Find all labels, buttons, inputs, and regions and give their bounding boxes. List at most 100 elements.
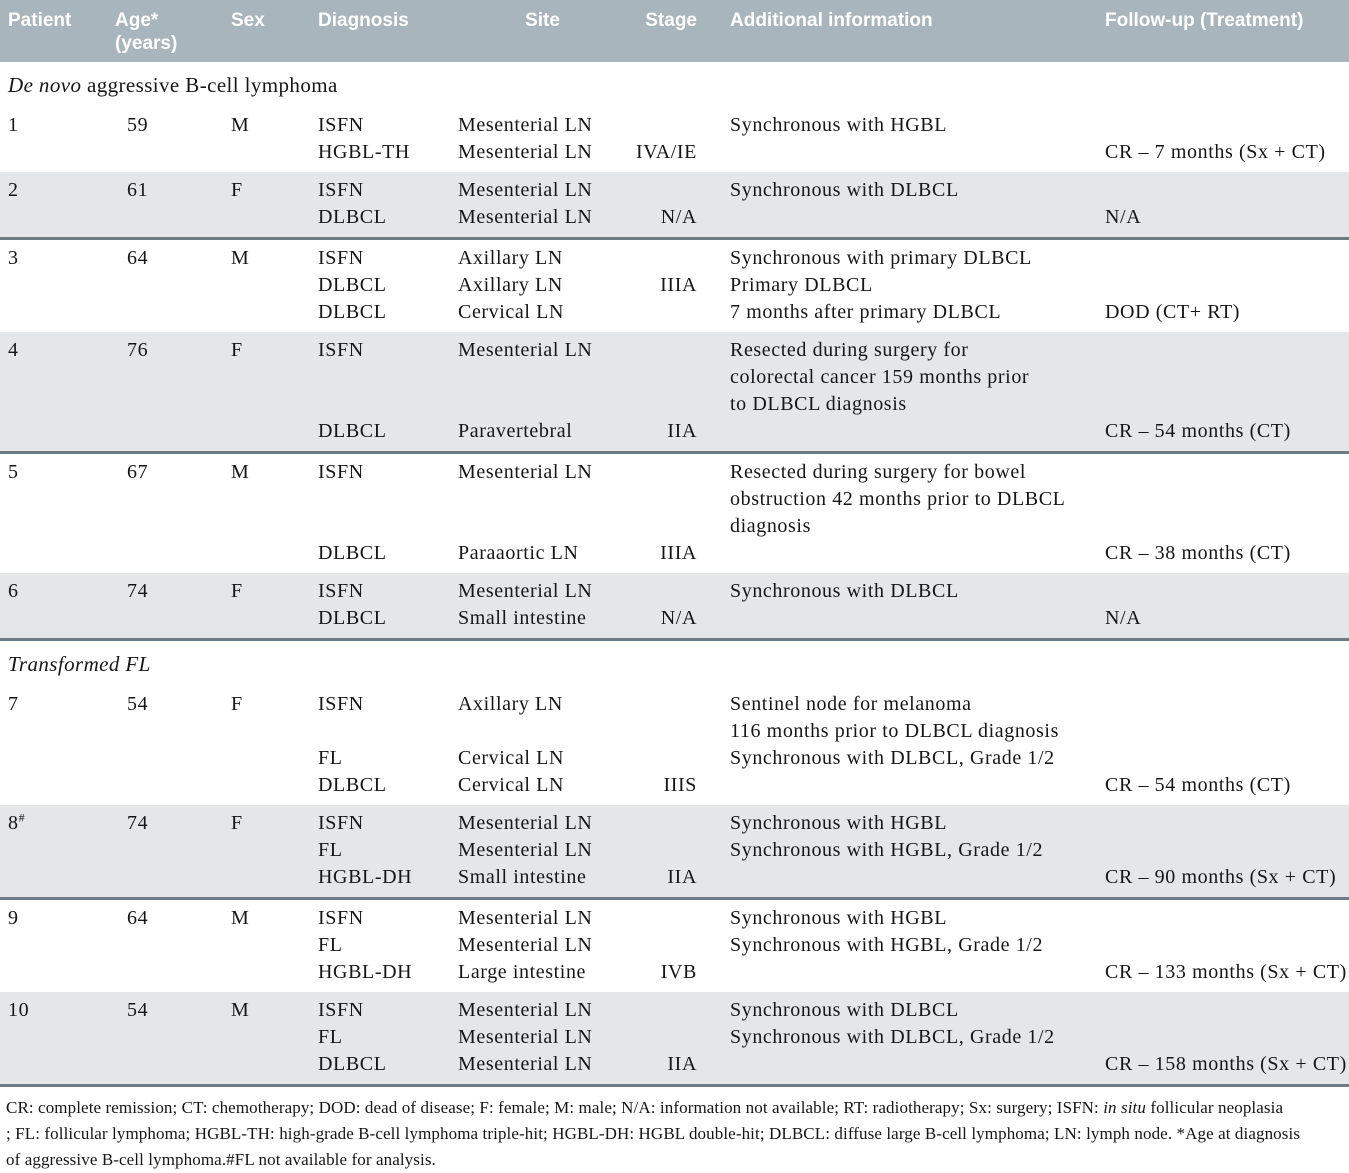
stage-cell: N/A: [630, 578, 700, 632]
patient-number: 6: [8, 578, 112, 605]
table-header-row: Patient Age* (years) Sex Diagnosis Site Stage A…: [0, 0, 1349, 62]
sex-value: F: [231, 812, 243, 834]
diagnosis-value: FL: [318, 747, 343, 769]
info-value: Synchronous with DLBCL, Grade 1/2: [730, 1026, 1055, 1048]
site-value: Mesenterial LN: [458, 461, 593, 483]
diagnosis-value: ISFN: [318, 812, 364, 834]
footnote-segment: follicular neoplasia: [1145, 1098, 1284, 1117]
column-header-sublabel: (years): [115, 33, 178, 54]
patient-number: 3: [8, 245, 112, 272]
info-cell: Synchronous with HGBL: [700, 112, 985, 166]
followup-value: CR – 54 months (CT): [1105, 774, 1291, 796]
followup-value: [1105, 997, 1349, 1024]
patient-number-cell: 3: [0, 245, 112, 326]
column-header-site: Site: [455, 9, 630, 32]
patient-row: 9 64 M ISFN FL HGBL-DH Mesenterial LN Mesenteri…: [0, 900, 1349, 992]
column-header-label: Stage: [645, 10, 697, 31]
diagnosis-value: ISFN: [318, 114, 364, 136]
diagnosis-value: DLBCL: [318, 274, 387, 296]
followup-value: [1105, 718, 1349, 745]
section-title-segment: Transformed FL: [8, 652, 151, 676]
followup-cell: DOD (CT+ RT): [985, 245, 1349, 326]
age-value: 64: [127, 907, 149, 929]
info-cell: Synchronous with HGBL Synchronous with HG…: [700, 810, 1044, 891]
stage-value: [630, 932, 697, 959]
info-value: [730, 959, 985, 986]
diagnosis-value: DLBCL: [318, 1053, 387, 1075]
followup-value: [1105, 745, 1349, 772]
info-value: colorectal cancer 159 months prior: [730, 366, 1030, 388]
patient-row: 6 74 F ISFN DLBCL Mesenterial LN Small intesti…: [0, 573, 1349, 641]
info-value: 7 months after primary DLBCL: [730, 301, 1002, 323]
info-cell: Synchronous with DLBCL: [700, 177, 985, 231]
diagnosis-value: ISFN: [318, 179, 364, 201]
patient-number: 9: [8, 905, 112, 932]
patient-number-text: 1: [8, 114, 19, 136]
stage-value: [630, 337, 697, 364]
site-cell: Axillary LN Axillary LN Cervical LN: [455, 245, 630, 326]
diagnosis-cell: ISFN FL DLBCL: [312, 997, 455, 1078]
column-header-followup: Follow-up (Treatment): [985, 9, 1349, 32]
info-cell: Synchronous with HGBL Synchronous with HG…: [700, 905, 1042, 986]
site-cell: Mesenterial LN Paravertebral: [455, 337, 630, 445]
patient-row: 4 76 F ISFN DLBCL Mesenterial LN Paravertebral…: [0, 332, 1349, 454]
column-header-label: Site: [525, 10, 560, 31]
followup-value: [1105, 337, 1349, 364]
patient-number-cell: 1: [0, 112, 112, 166]
column-header-diagnosis: Diagnosis: [312, 9, 455, 32]
diagnosis-cell: ISFN FL HGBL-DH: [312, 905, 455, 986]
age-value: 67: [127, 461, 149, 483]
info-value: Synchronous with HGBL, Grade 1/2: [730, 839, 1044, 861]
patient-number-text: 3: [8, 247, 19, 269]
site-value: Mesenterial LN: [458, 339, 593, 361]
site-value: Paraaortic LN: [458, 542, 579, 564]
patient-number: 4: [8, 337, 112, 364]
sex-value: F: [231, 339, 243, 361]
sex-cell: M: [225, 905, 312, 986]
diagnosis-value: HGBL-DH: [318, 866, 413, 888]
info-cell: Synchronous with DLBCL: [700, 578, 985, 632]
age-cell: 74: [112, 810, 225, 891]
sex-value: M: [231, 907, 250, 929]
diagnosis-value: DLBCL: [318, 607, 387, 629]
stage-value: [630, 112, 697, 139]
followup-cell: CR – 54 months (CT): [985, 337, 1349, 445]
site-value: Axillary LN: [458, 693, 563, 715]
followup-value: [1105, 810, 1349, 837]
followup-cell: CR – 54 months (CT): [985, 691, 1349, 799]
sex-cell: F: [225, 177, 312, 231]
followup-value: [1105, 486, 1349, 513]
patient-number-text: 7: [8, 693, 19, 715]
sex-cell: M: [225, 997, 312, 1078]
followup-value: [1105, 578, 1349, 605]
diagnosis-value: HGBL-DH: [318, 961, 413, 983]
site-value: Small intestine: [458, 607, 587, 629]
diagnosis-cell: ISFN DLBCL: [312, 459, 455, 567]
diagnosis-value: DLBCL: [318, 542, 387, 564]
age-value: 61: [127, 179, 149, 201]
info-cell: Resected during surgery for bowel obstruc…: [700, 459, 1065, 567]
patient-number-superscript: #: [18, 810, 26, 825]
patient-row: 5 67 M ISFN DLBCL Mesenterial LN Paraaortic LN…: [0, 454, 1349, 573]
followup-cell: CR – 7 months (Sx + CT): [985, 112, 1349, 166]
followup-value: CR – 158 months (Sx + CT): [1105, 1053, 1347, 1075]
diagnosis-value: FL: [318, 1026, 343, 1048]
followup-value: DOD (CT+ RT): [1105, 301, 1241, 323]
patient-row: 2 61 F ISFN DLBCL Mesenterial LN Mesenterial L…: [0, 172, 1349, 240]
age-value: 74: [127, 580, 149, 602]
diagnosis-value: ISFN: [318, 999, 364, 1021]
info-value: Resected during surgery for bowel: [730, 461, 1027, 483]
stage-value: IIIA: [660, 274, 697, 296]
stage-value: N/A: [660, 607, 697, 629]
patient-row: 1 59 M ISFN HGBL-TH Mesenterial LN Mesenterial…: [0, 107, 1349, 172]
diagnosis-value: DLBCL: [318, 206, 387, 228]
followup-cell: CR – 158 months (Sx + CT): [985, 997, 1349, 1078]
diagnosis-value: [318, 364, 455, 391]
age-value: 54: [127, 999, 149, 1021]
age-value: 74: [127, 812, 149, 834]
stage-value: [630, 486, 697, 513]
followup-value: [1105, 272, 1349, 299]
table-footnote: CR: complete remission; CT: chemotherapy…: [0, 1087, 1349, 1173]
stage-value: N/A: [660, 206, 697, 228]
stage-cell: IIIA: [630, 459, 700, 567]
